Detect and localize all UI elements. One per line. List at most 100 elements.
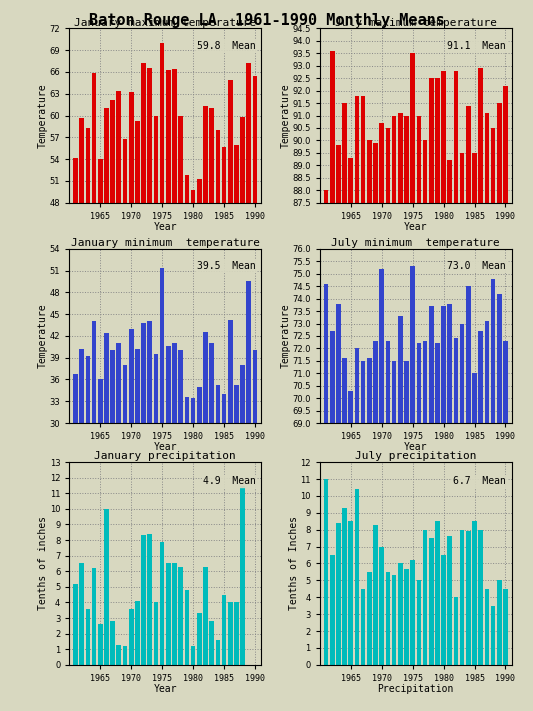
Bar	[466, 105, 471, 711]
Bar	[166, 346, 171, 641]
Bar	[435, 343, 440, 711]
Bar	[429, 306, 433, 711]
Bar	[324, 284, 328, 711]
Bar	[240, 117, 245, 551]
Bar	[385, 572, 390, 665]
Text: 6.7  Mean: 6.7 Mean	[453, 476, 506, 486]
Bar	[253, 351, 257, 641]
Bar	[472, 521, 477, 665]
Bar	[222, 394, 227, 641]
Bar	[110, 100, 115, 551]
Bar	[110, 351, 115, 641]
Bar	[392, 575, 397, 665]
Y-axis label: Temperature: Temperature	[38, 83, 48, 148]
Bar	[104, 108, 109, 551]
Bar	[484, 589, 489, 665]
X-axis label: Year: Year	[154, 684, 177, 694]
Bar	[484, 321, 489, 711]
Bar	[404, 360, 409, 711]
Bar	[92, 568, 96, 665]
Bar	[441, 306, 446, 711]
X-axis label: Year: Year	[154, 442, 177, 452]
Bar	[148, 68, 152, 551]
Bar	[129, 328, 133, 641]
Bar	[342, 508, 347, 665]
Title: January precipitation: January precipitation	[94, 451, 236, 461]
Bar	[246, 63, 251, 551]
Bar	[423, 341, 427, 711]
Bar	[448, 304, 452, 711]
Bar	[460, 530, 464, 665]
Bar	[503, 86, 508, 711]
Bar	[154, 602, 158, 665]
X-axis label: Year: Year	[154, 222, 177, 232]
Bar	[129, 609, 133, 665]
Bar	[184, 397, 189, 641]
Bar	[85, 128, 90, 551]
Bar	[160, 269, 165, 641]
Bar	[222, 147, 227, 551]
Bar	[191, 646, 196, 665]
Bar	[416, 580, 421, 665]
Bar	[98, 624, 102, 665]
Title: July maximum temperature: July maximum temperature	[335, 18, 497, 28]
Bar	[98, 159, 102, 551]
Bar	[342, 358, 347, 711]
Bar	[215, 385, 220, 641]
Bar	[85, 609, 90, 665]
Bar	[429, 538, 433, 665]
Bar	[367, 572, 372, 665]
Text: 4.9  Mean: 4.9 Mean	[203, 476, 255, 486]
Bar	[454, 71, 458, 711]
Bar	[197, 614, 201, 665]
Bar	[184, 590, 189, 665]
Bar	[460, 153, 464, 711]
Bar	[73, 158, 78, 551]
Bar	[336, 146, 341, 711]
Bar	[215, 640, 220, 665]
Bar	[129, 92, 133, 551]
Bar	[404, 116, 409, 711]
Bar	[166, 70, 171, 551]
Bar	[253, 76, 257, 551]
Bar	[234, 602, 239, 665]
Bar	[398, 316, 402, 711]
Bar	[92, 73, 96, 551]
Bar	[448, 537, 452, 665]
Bar	[104, 333, 109, 641]
Bar	[123, 139, 127, 551]
Bar	[117, 343, 121, 641]
Bar	[349, 390, 353, 711]
Bar	[197, 387, 201, 641]
Bar	[398, 113, 402, 711]
Bar	[209, 107, 214, 551]
Bar	[73, 584, 78, 665]
Bar	[416, 343, 421, 711]
Y-axis label: Temperature: Temperature	[38, 304, 48, 368]
Bar	[441, 71, 446, 711]
Bar	[324, 191, 328, 711]
Bar	[454, 338, 458, 711]
Bar	[154, 354, 158, 641]
Bar	[367, 141, 372, 711]
Bar	[497, 103, 502, 711]
Bar	[179, 351, 183, 641]
Bar	[398, 563, 402, 665]
Bar	[197, 178, 201, 551]
X-axis label: Year: Year	[404, 222, 427, 232]
Bar	[466, 531, 471, 665]
Bar	[148, 534, 152, 665]
Bar	[379, 547, 384, 665]
Bar	[73, 374, 78, 641]
Bar	[123, 365, 127, 641]
Bar	[410, 560, 415, 665]
Bar	[336, 304, 341, 711]
Bar	[154, 117, 158, 551]
Y-axis label: Temperature: Temperature	[281, 304, 291, 368]
Bar	[209, 621, 214, 665]
Bar	[330, 51, 335, 711]
Bar	[110, 621, 115, 665]
Bar	[117, 644, 121, 665]
Bar	[215, 130, 220, 551]
Title: July precipitation: July precipitation	[355, 451, 477, 461]
